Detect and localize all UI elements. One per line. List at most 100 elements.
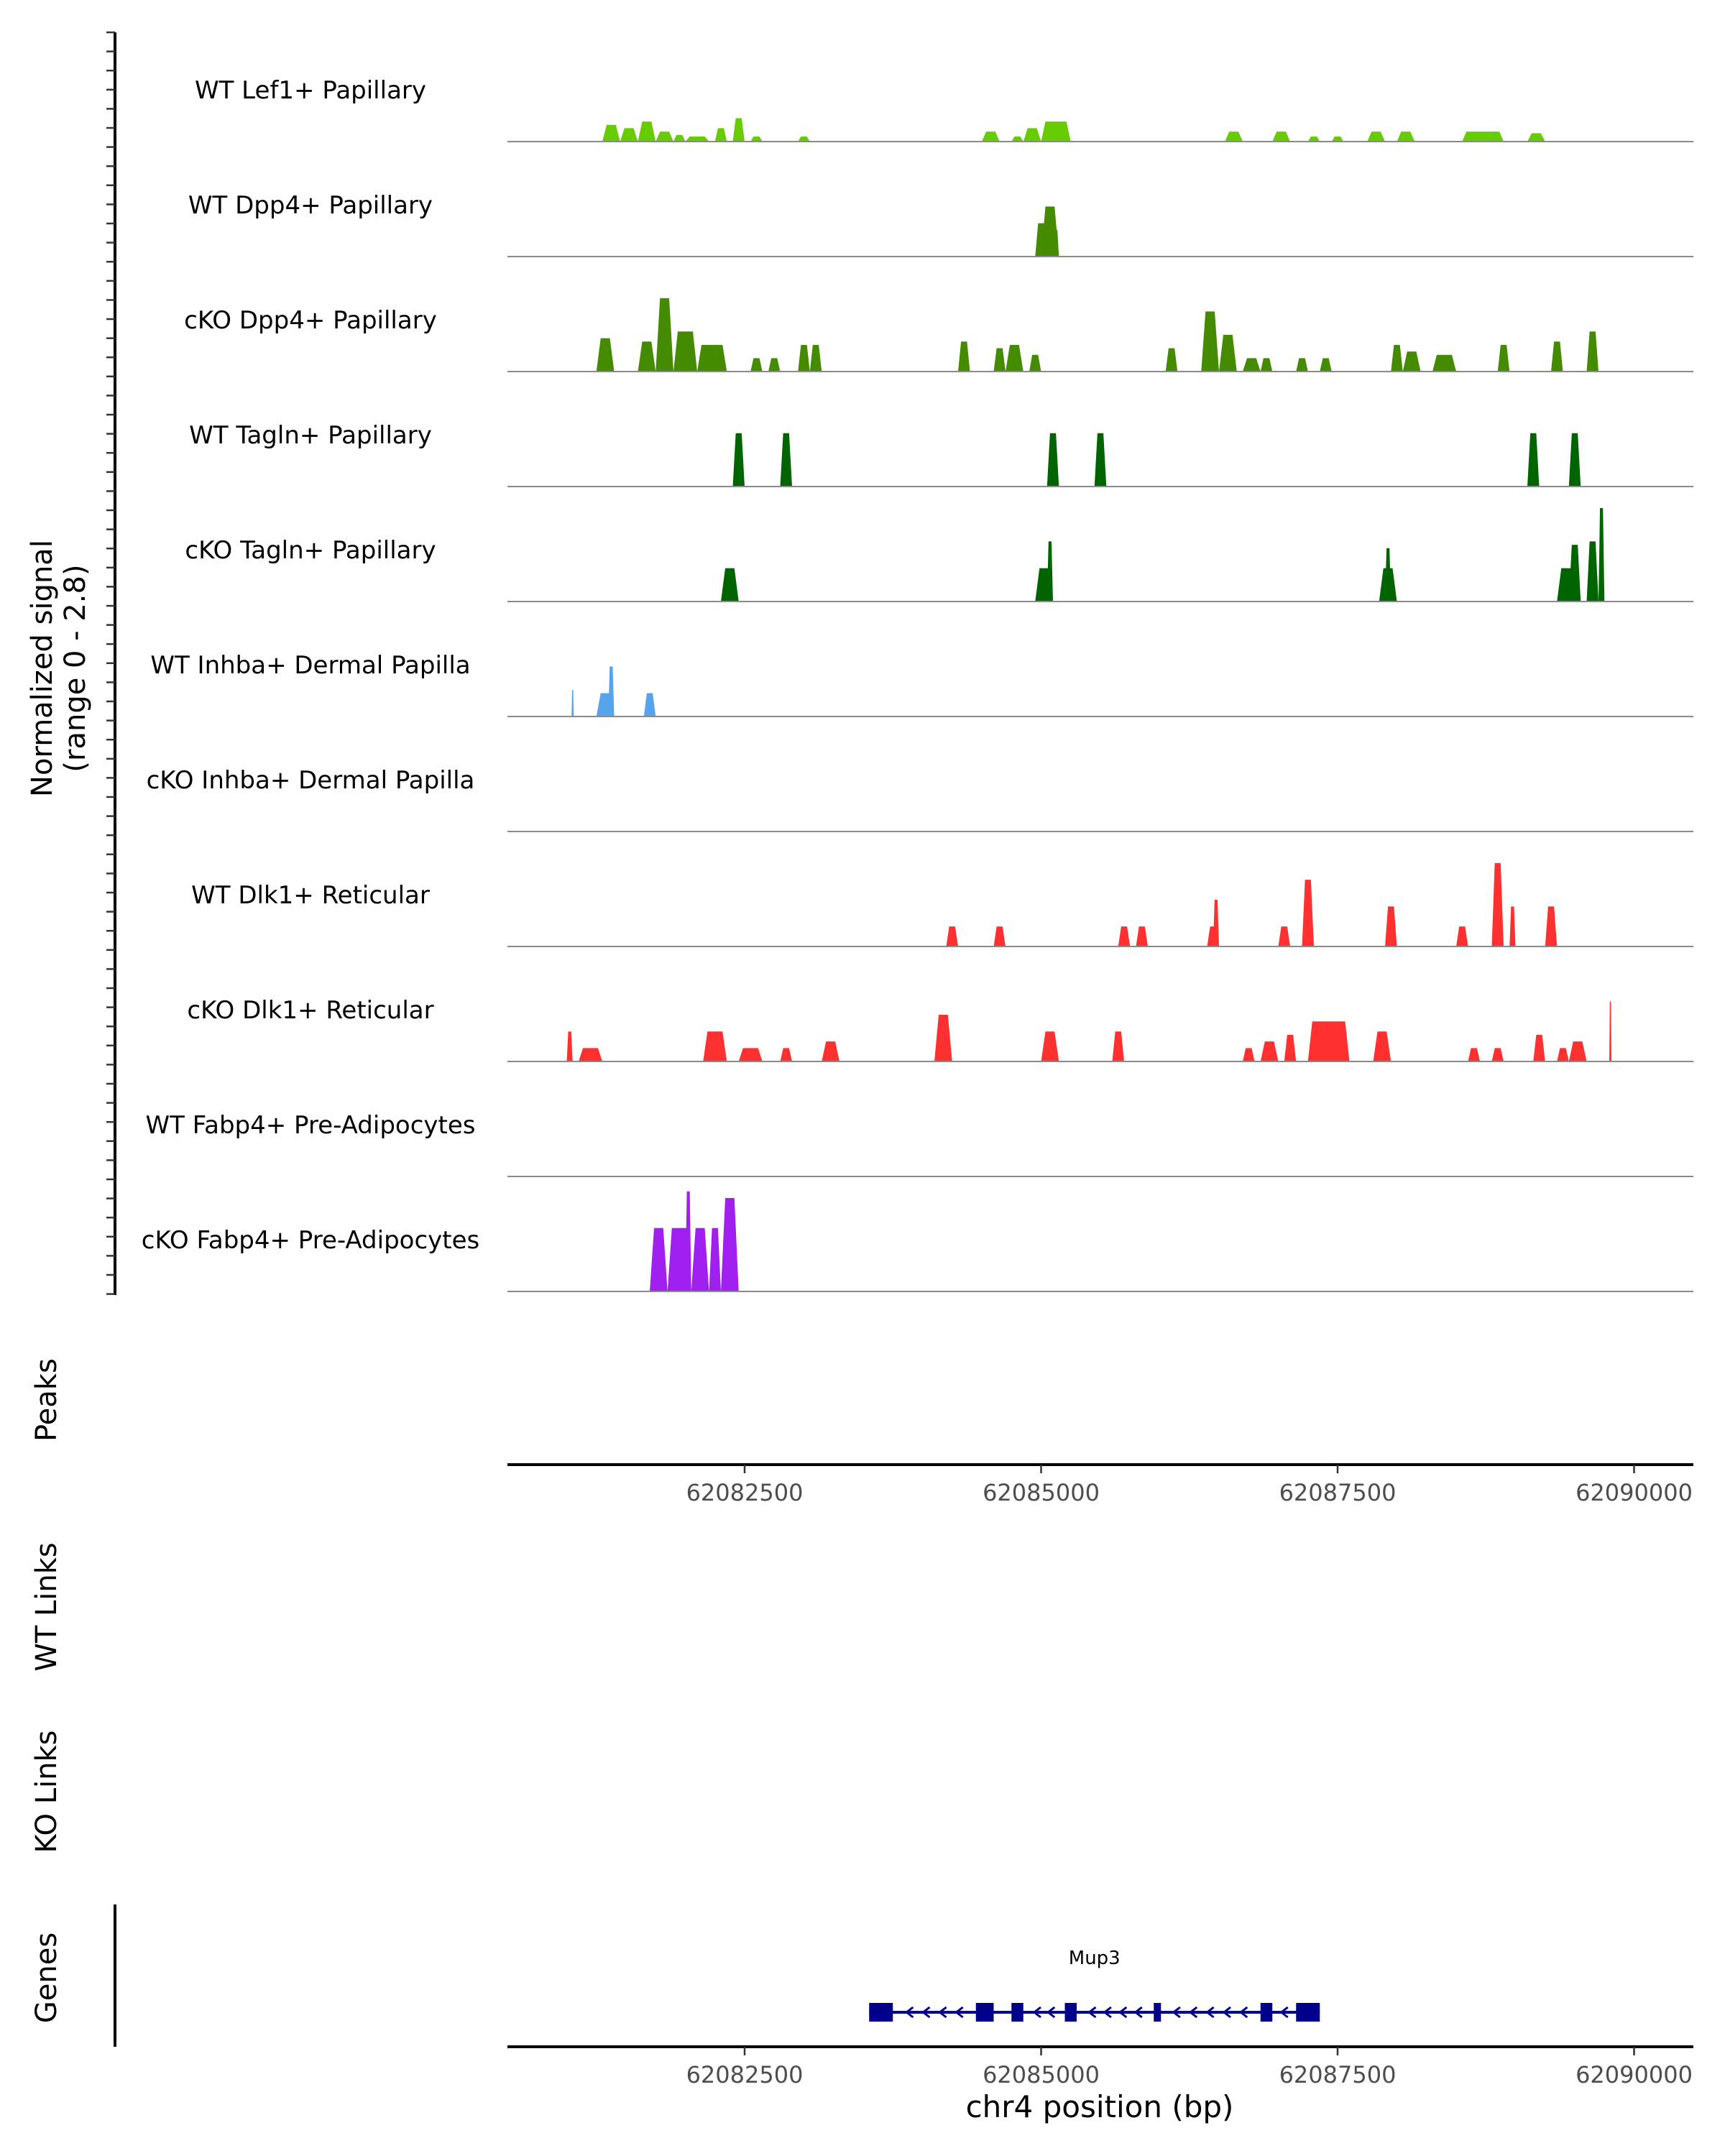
track-label: cKO Tagln+ Papillary (185, 536, 436, 565)
signal-peak (1385, 906, 1397, 946)
signal-peak (656, 298, 673, 372)
signal-peak (1598, 508, 1605, 602)
axis-tick-label: 62082500 (686, 2061, 804, 2088)
signal-peak (1609, 1001, 1611, 1061)
signal-peak (650, 1227, 668, 1291)
signal-peak (1509, 906, 1516, 946)
signal-peak (709, 1227, 721, 1291)
signal-peak (703, 1031, 727, 1061)
gene-exon (1260, 2003, 1273, 2022)
track-label: cKO Fabp4+ Pre-Adipocytes (142, 1226, 480, 1255)
x-axis-title: chr4 position (bp) (966, 2089, 1234, 2124)
signal-peak (732, 433, 745, 487)
signal-peak (1041, 1031, 1059, 1061)
track-cko-dpp4-papillary: cKO Dpp4+ Papillary (184, 298, 1693, 372)
signal-peak (809, 344, 822, 372)
peaks-x-axis: 62082500 62085000 62087500 62090000 (507, 1463, 1693, 1506)
gene-track: Mup3 (869, 1948, 1320, 2022)
signal-peak (1586, 541, 1598, 602)
signal-peak (691, 1227, 709, 1291)
signal-peak (1272, 132, 1290, 142)
strand-arrow (921, 2006, 931, 2019)
signal-peak (732, 118, 745, 142)
track-label: WT Inhba+ Dermal Papilla (150, 651, 470, 680)
signal-peak (1053, 229, 1059, 257)
signal-peak (1320, 358, 1332, 372)
signal-peak (608, 666, 615, 717)
signal-peak (579, 1048, 602, 1061)
position-x-axis: 62082500 62085000 62087500 62090000 (507, 2045, 1693, 2088)
signal-peak (1260, 358, 1273, 372)
signal-peak (1243, 358, 1261, 372)
strand-arrow (1046, 2006, 1056, 2019)
gene-exon (1154, 2003, 1162, 2022)
signal-peak (1046, 433, 1059, 487)
signal-peak (673, 331, 697, 372)
track-label: WT Fabp4+ Pre-Adipocytes (146, 1111, 476, 1140)
ko-links-track-label: KO Links (30, 1731, 63, 1853)
signal-peak (1462, 132, 1504, 142)
signal-peak (1491, 862, 1504, 946)
strand-arrow (1172, 2006, 1181, 2019)
signal-peak (993, 926, 1006, 946)
signal-peak (946, 926, 958, 946)
signal-peak (1307, 919, 1314, 946)
signal-peak (738, 1048, 763, 1061)
axis-tick-label: 62090000 (1576, 2061, 1693, 2088)
signal-peak (1307, 137, 1320, 142)
track-label: WT Tagln+ Papillary (189, 421, 432, 450)
signal-peak (1041, 121, 1071, 142)
strand-arrow (1103, 2006, 1112, 2019)
signal-peak (780, 433, 792, 487)
track-wt-fabp4-pre-adipocytes: WT Fabp4+ Pre-Adipocytes (146, 1111, 1693, 1177)
strand-arrow (1133, 2006, 1143, 2019)
signal-peak (982, 132, 1000, 142)
signal-peak (602, 124, 620, 142)
axis-tick-label: 62085000 (983, 1479, 1100, 1506)
signal-peak (1397, 132, 1415, 142)
signal-peak (1296, 358, 1308, 372)
axis-tick-label: 62090000 (1576, 1479, 1693, 1506)
track-label: WT Lef1+ Papillary (195, 76, 426, 105)
track-label: WT Dpp4+ Papillary (188, 191, 433, 220)
signal-peak (750, 358, 763, 372)
signal-peak (798, 137, 810, 142)
track-wt-dpp4-papillary: WT Dpp4+ Papillary (188, 191, 1693, 257)
signal-peak (638, 341, 656, 372)
signal-peak (571, 689, 574, 717)
strand-arrow (1279, 2006, 1289, 2019)
signal-peak (822, 1041, 840, 1061)
strand-arrow (1205, 2006, 1215, 2019)
signal-peak (1533, 1034, 1545, 1061)
signal-peak (673, 134, 686, 142)
peaks-track-label: Peaks (30, 1358, 63, 1442)
signal-peak (1391, 344, 1403, 372)
track-cko-inhba-dermal-papilla: cKO Inhba+ Dermal Papilla (147, 766, 1693, 832)
signal-peak (1527, 433, 1540, 487)
strand-arrow (1238, 2006, 1248, 2019)
axis-tick-label: 62087500 (1279, 2061, 1397, 2088)
signal-peak (697, 344, 727, 372)
y-axis-title-line1: Normalized signal (26, 540, 59, 797)
signal-peak (750, 137, 763, 142)
gene-exon (1296, 2003, 1320, 2022)
signal-peak (1278, 926, 1290, 946)
signal-peak (1432, 354, 1456, 372)
signal-peak (1260, 1041, 1279, 1061)
coverage-tracks: WT Lef1+ Papillary WT Dpp4+ Papillary cKO … (142, 76, 1693, 1292)
signal-y-axis (106, 31, 116, 1295)
signal-peak (1367, 132, 1385, 142)
track-wt-tagln-papillary: WT Tagln+ Papillary (189, 421, 1693, 487)
signal-peak (768, 358, 781, 372)
signal-peak (958, 341, 970, 372)
gene-name-label: Mup3 (1069, 1948, 1121, 1969)
signal-peak (643, 693, 656, 717)
signal-peak (685, 137, 709, 142)
track-label: cKO Dlk1+ Reticular (187, 996, 433, 1025)
signal-peak (721, 1198, 739, 1291)
gene-exon (869, 2003, 893, 2022)
strand-arrow (938, 2006, 947, 2019)
signal-peak (1243, 1048, 1255, 1061)
signal-peak (1284, 1034, 1297, 1061)
